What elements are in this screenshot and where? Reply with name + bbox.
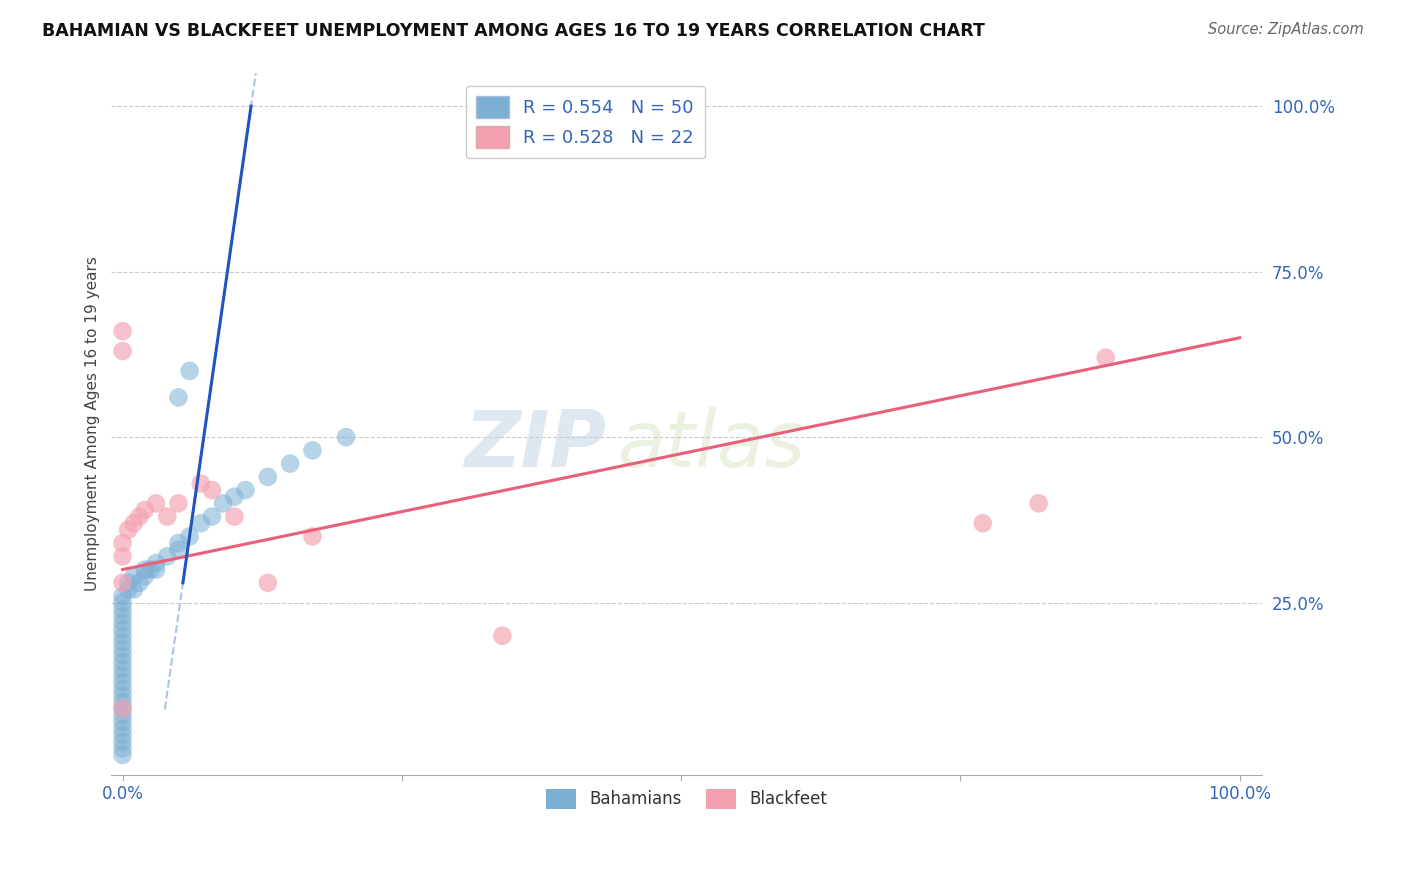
Point — [111, 701, 134, 715]
Point — [111, 575, 134, 590]
Y-axis label: Unemployment Among Ages 16 to 19 years: Unemployment Among Ages 16 to 19 years — [86, 257, 100, 591]
Point — [111, 741, 134, 756]
Point — [111, 648, 134, 663]
Point — [139, 563, 162, 577]
Point — [190, 516, 212, 531]
Point — [111, 549, 134, 564]
Point — [156, 549, 179, 564]
Point — [111, 655, 134, 669]
Point — [117, 582, 139, 597]
Point — [224, 490, 246, 504]
Point — [190, 476, 212, 491]
Point — [111, 735, 134, 749]
Point — [111, 747, 134, 762]
Point — [111, 701, 134, 715]
Point — [201, 509, 224, 524]
Point — [111, 695, 134, 709]
Point — [111, 615, 134, 630]
Point — [111, 344, 134, 359]
Point — [111, 324, 134, 338]
Point — [179, 364, 201, 378]
Point — [122, 582, 145, 597]
Point — [1028, 496, 1050, 510]
Point — [256, 470, 278, 484]
Point — [111, 714, 134, 729]
Point — [145, 496, 167, 510]
Point — [145, 556, 167, 570]
Point — [111, 642, 134, 657]
Point — [111, 596, 134, 610]
Point — [111, 728, 134, 742]
Point — [167, 536, 190, 550]
Point — [111, 622, 134, 636]
Point — [301, 529, 323, 543]
Point — [256, 575, 278, 590]
Point — [111, 608, 134, 623]
Point — [167, 391, 190, 405]
Point — [491, 629, 513, 643]
Point — [134, 563, 156, 577]
Point — [235, 483, 257, 497]
Point — [167, 496, 190, 510]
Point — [128, 575, 150, 590]
Legend: Bahamians, Blackfeet: Bahamians, Blackfeet — [538, 782, 834, 815]
Point — [117, 575, 139, 590]
Point — [122, 569, 145, 583]
Point — [179, 529, 201, 543]
Text: BAHAMIAN VS BLACKFEET UNEMPLOYMENT AMONG AGES 16 TO 19 YEARS CORRELATION CHART: BAHAMIAN VS BLACKFEET UNEMPLOYMENT AMONG… — [42, 22, 986, 40]
Point — [111, 668, 134, 682]
Point — [111, 635, 134, 649]
Point — [335, 430, 357, 444]
Point — [111, 708, 134, 723]
Point — [224, 509, 246, 524]
Point — [111, 536, 134, 550]
Point — [1094, 351, 1116, 365]
Point — [111, 722, 134, 736]
Text: atlas: atlas — [617, 407, 806, 483]
Point — [111, 681, 134, 696]
Point — [156, 509, 179, 524]
Text: ZIP: ZIP — [464, 407, 606, 483]
Point — [201, 483, 224, 497]
Point — [111, 602, 134, 616]
Point — [128, 509, 150, 524]
Point — [111, 589, 134, 603]
Point — [111, 662, 134, 676]
Point — [122, 516, 145, 531]
Point — [212, 496, 235, 510]
Point — [134, 569, 156, 583]
Point — [134, 503, 156, 517]
Point — [117, 523, 139, 537]
Point — [111, 689, 134, 703]
Point — [278, 457, 301, 471]
Point — [972, 516, 994, 531]
Point — [145, 563, 167, 577]
Point — [111, 675, 134, 690]
Text: Source: ZipAtlas.com: Source: ZipAtlas.com — [1208, 22, 1364, 37]
Point — [111, 629, 134, 643]
Point — [167, 542, 190, 557]
Point — [301, 443, 323, 458]
